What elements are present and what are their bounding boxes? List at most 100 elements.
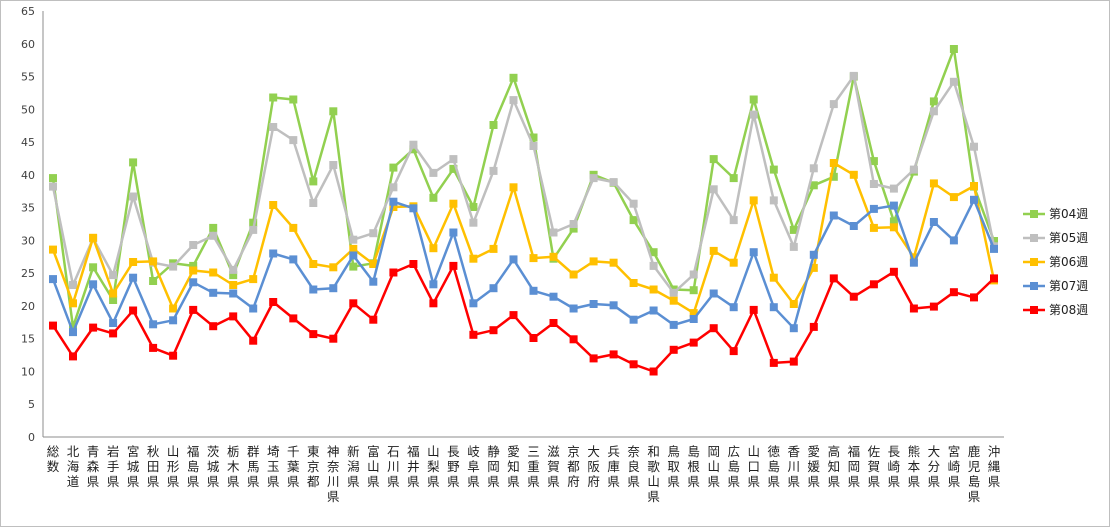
data-point [69,328,77,337]
data-point [729,303,738,312]
x-tick-label: 大分県 [928,444,941,489]
data-point [749,248,758,257]
data-point [189,261,198,270]
data-point [449,199,458,208]
data-point [990,274,998,283]
x-tick-label: 富山県 [367,444,380,489]
data-point [709,246,718,255]
data-point [509,73,518,82]
data-point [949,288,958,297]
data-point [369,229,378,238]
data-point [629,315,638,324]
data-point [229,312,238,321]
data-point [929,302,938,311]
series-4 [49,195,998,337]
data-point [869,223,878,232]
data-point [629,216,638,225]
legend-item: 第05週 [1023,231,1088,245]
x-tick-label: 北海道 [67,444,80,489]
data-point [549,292,558,301]
x-tick-label: 高知県 [828,444,841,489]
legend-item: 第06週 [1023,255,1088,269]
legend-label: 第08週 [1049,303,1088,317]
data-point [409,140,418,149]
data-point [689,270,698,279]
data-point [369,315,378,324]
data-point [749,305,758,314]
data-point [829,211,838,220]
data-point [809,164,818,173]
data-point [609,301,618,310]
x-tick-label: 岩手県 [107,444,120,489]
data-point [729,216,738,225]
x-tick-label: 埼玉県 [267,444,280,489]
data-point [929,179,938,188]
legend-swatch-marker [1030,234,1038,242]
data-point [809,263,818,272]
data-point [269,93,278,102]
data-point [649,367,658,376]
x-tick-label: 栃木県 [227,444,240,489]
data-point [489,244,498,253]
data-point [509,96,518,105]
series-2 [49,71,998,297]
y-tick-label: 65 [21,5,35,18]
data-point [369,277,378,286]
y-tick-label: 45 [21,136,35,149]
data-point [229,281,238,289]
data-point [329,284,338,293]
data-point [789,300,798,308]
x-tick-label: 東京都 [307,444,320,489]
x-tick-label: 滋賀県 [547,444,560,489]
data-point [389,203,398,211]
data-point [469,330,478,339]
legend-swatch-marker [1030,282,1038,290]
y-tick-label: 10 [21,365,35,378]
series-5 [49,260,998,376]
data-point [749,95,758,104]
data-point [169,304,178,313]
data-point [569,224,578,233]
data-point [689,309,698,318]
data-point [289,314,298,323]
y-tick-label: 60 [21,38,35,51]
data-point [829,274,838,283]
data-point [549,228,558,237]
x-tick-label: 新潟県 [347,444,360,489]
data-point [849,292,858,301]
y-tick-label: 50 [21,103,35,116]
data-point [409,145,418,154]
x-tick-label: 長崎県 [888,444,901,489]
legend-swatch-marker [1030,258,1038,266]
data-point [189,305,198,314]
x-tick-label: 沖縄県 [988,444,1001,489]
data-point [169,316,178,325]
data-point [289,136,298,145]
x-tick-label: 兵庫県 [607,444,620,489]
x-tick-label: 福井県 [407,444,420,489]
data-point [949,236,958,245]
data-point [389,183,398,192]
data-point [409,204,418,213]
data-point [649,248,658,257]
data-point [769,303,778,312]
data-point [809,322,818,331]
data-point [129,258,138,266]
data-point [809,250,818,259]
data-point [249,336,258,345]
data-point [489,166,498,175]
data-point [529,286,538,295]
data-point [549,319,558,327]
data-point [869,280,878,289]
data-point [329,263,338,272]
data-point [269,298,278,306]
data-point [489,326,498,335]
data-point [349,244,358,253]
x-tick-label: 福岡県 [848,444,861,489]
data-point [669,320,678,329]
x-tick-label: 和歌山県 [647,444,660,504]
x-tick-label: 香川県 [788,444,801,489]
x-tick-label: 鹿児島県 [968,444,981,504]
data-point [89,263,98,272]
